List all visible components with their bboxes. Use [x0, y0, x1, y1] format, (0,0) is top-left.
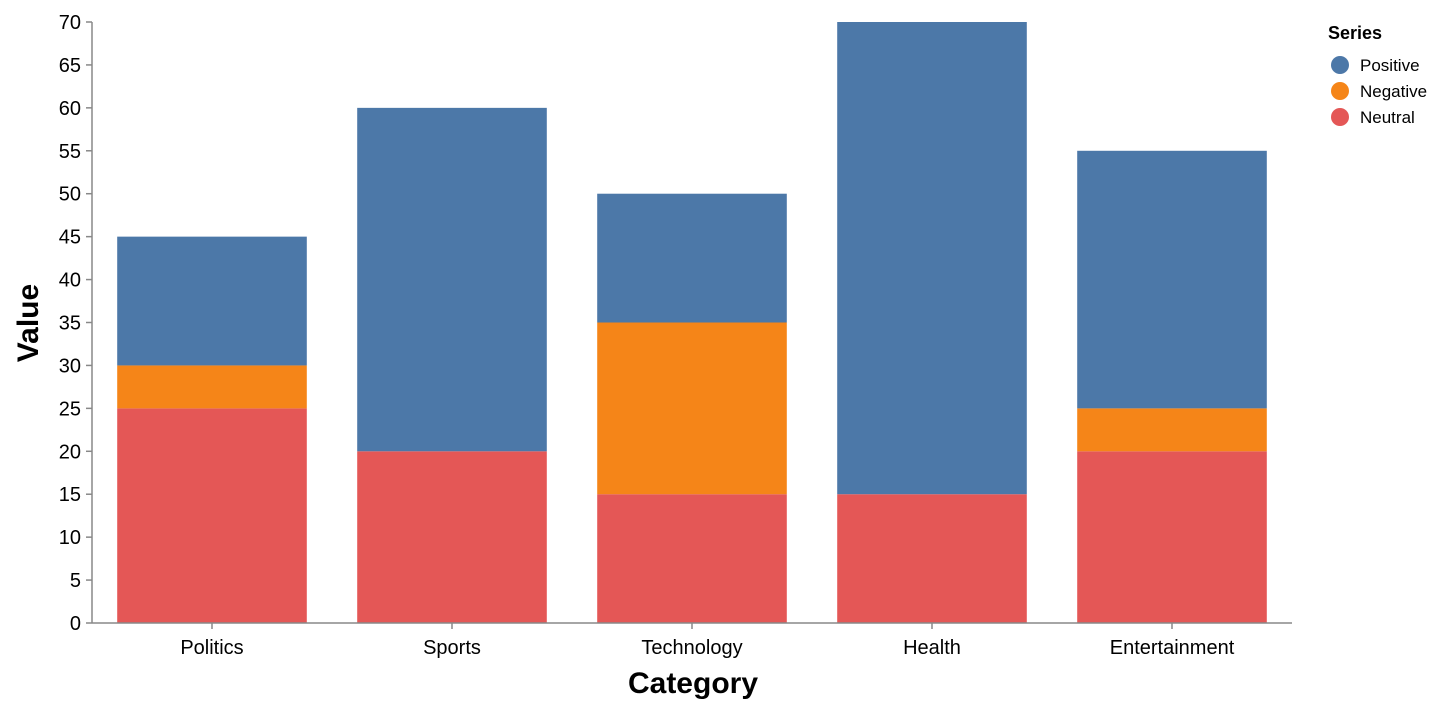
y-tick-label: 55 — [59, 141, 81, 163]
x-tick-label-sports: Sports — [423, 637, 481, 659]
x-axis: Politics Sports Technology Health Entertainm… — [92, 622, 1292, 659]
y-tick-label: 30 — [59, 355, 81, 377]
bars-layer — [117, 22, 1267, 623]
y-axis: 0 5 10 15 20 25 30 35 40 45 50 55 60 65 70 — [59, 12, 93, 635]
y-axis-title: Value — [12, 284, 45, 362]
x-tick-label-technology: Technology — [641, 637, 742, 659]
y-tick-label: 5 — [70, 570, 81, 592]
y-tick-label: 25 — [59, 398, 81, 420]
y-tick-label: 60 — [59, 98, 81, 120]
bar-entertainment-neutral — [1077, 451, 1267, 623]
legend-swatch-neutral — [1331, 108, 1349, 126]
legend-title: Series — [1328, 23, 1382, 43]
x-tick-label-entertainment: Entertainment — [1110, 637, 1235, 659]
legend-swatch-negative — [1331, 82, 1349, 100]
y-tick-label: 45 — [59, 227, 81, 249]
y-tick-label: 10 — [59, 527, 81, 549]
bar-sports-positive — [357, 107, 547, 452]
legend-item-neutral: Neutral — [1331, 108, 1415, 127]
x-axis-title: Category — [628, 667, 758, 700]
bar-technology-neutral — [597, 494, 787, 623]
legend-items: Positive Negative Neutral — [1331, 56, 1427, 127]
bar-politics-positive — [117, 236, 307, 366]
bar-sports-neutral — [357, 451, 547, 623]
y-tick-label: 40 — [59, 270, 81, 292]
x-tick-label-politics: Politics — [180, 637, 243, 659]
bar-health-positive — [837, 22, 1027, 495]
bar-health-neutral — [837, 494, 1027, 623]
legend-swatch-positive — [1331, 56, 1349, 74]
x-tick-label-health: Health — [903, 637, 961, 659]
y-tick-label: 0 — [70, 613, 81, 635]
legend-item-positive: Positive — [1331, 56, 1420, 75]
bar-entertainment-positive — [1077, 150, 1267, 409]
legend: Series Positive Negative Neutral — [1328, 23, 1427, 127]
legend-label-positive: Positive — [1360, 56, 1420, 75]
bar-technology-negative — [597, 322, 787, 495]
bar-politics-negative — [117, 365, 307, 409]
y-tick-label: 15 — [59, 484, 81, 506]
y-tick-label: 50 — [59, 184, 81, 206]
y-tick-label: 65 — [59, 55, 81, 77]
bar-entertainment-negative — [1077, 408, 1267, 452]
y-tick-label: 70 — [59, 12, 81, 34]
legend-label-negative: Negative — [1360, 82, 1427, 101]
bar-politics-neutral — [117, 408, 307, 623]
y-tick-label: 35 — [59, 313, 81, 335]
legend-item-negative: Negative — [1331, 82, 1427, 101]
y-tick-label: 20 — [59, 441, 81, 463]
bar-technology-positive — [597, 193, 787, 323]
legend-label-neutral: Neutral — [1360, 108, 1415, 127]
